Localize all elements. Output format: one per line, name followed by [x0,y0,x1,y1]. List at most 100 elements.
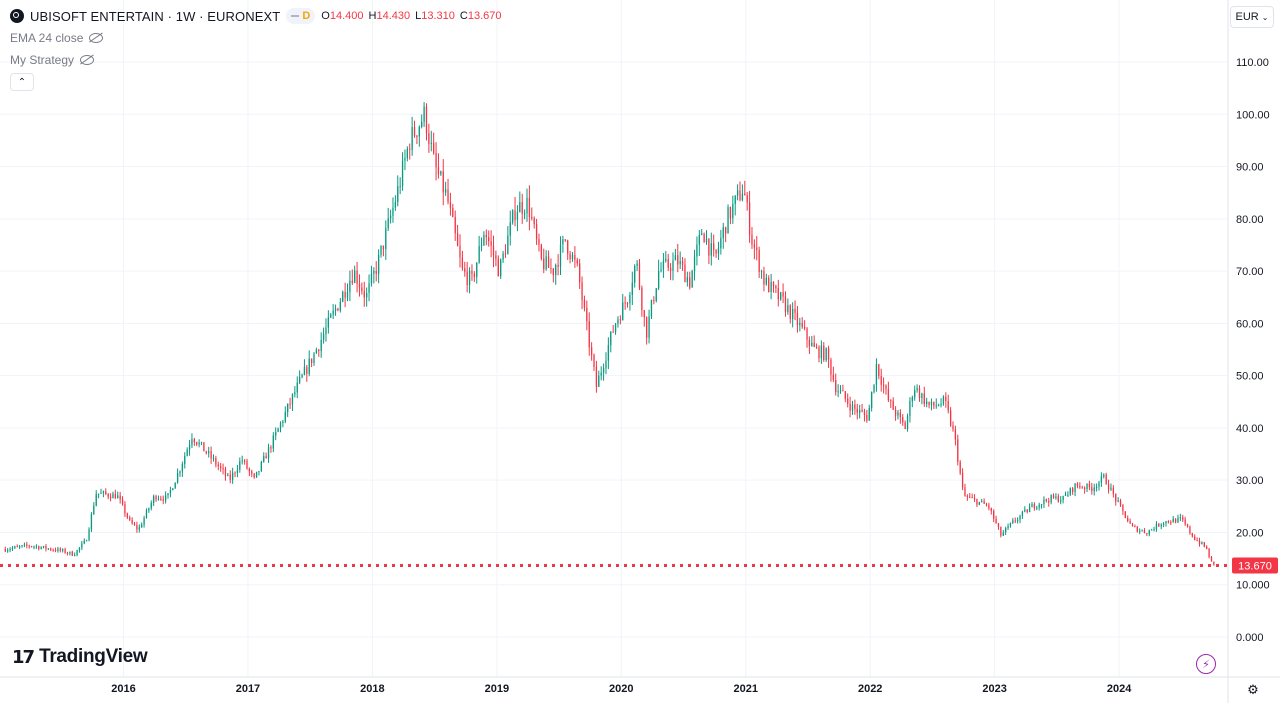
candle-body [421,121,423,127]
candle-body [1007,525,1009,528]
candle-body [394,202,397,208]
candle-body [1088,483,1091,488]
x-tick-label: 2016 [111,683,135,695]
eye-off-icon[interactable] [80,55,95,65]
tradingview-logo[interactable]: 17 TradingView [12,646,148,668]
candle-body [1165,521,1167,524]
candle-body [557,265,559,267]
candle-body [389,215,392,219]
candle-body [409,148,411,150]
candle-body [157,498,160,500]
candle-body [679,261,681,265]
ohlc-open: O14.400 [321,10,364,22]
candle-body [1052,495,1055,498]
candle-body [45,545,47,549]
candle-body [203,442,205,452]
candle-body [607,345,610,361]
indicator-ema-label[interactable]: EMA 24 close [10,31,84,45]
candle-body [763,271,765,285]
candle-body [241,460,243,462]
symbol-legend[interactable]: UBISOFT ENTERTAIN · 1W · EURONEXT D O14.… [10,8,502,24]
candle-body [914,390,916,398]
candle-body [26,544,28,546]
candle-body [741,193,744,201]
indicator-strategy-label[interactable]: My Strategy [10,53,75,67]
candle-body [62,549,64,551]
candle-body [57,548,59,551]
candle-body [176,473,179,483]
candle-body [887,389,890,401]
candle-body [284,412,286,422]
candle-body [1191,533,1193,537]
candle-body [114,493,117,499]
candle-body [526,197,528,214]
candle-body [33,546,35,548]
candle-body [303,367,306,375]
candle-body [870,391,873,408]
candle-body [713,243,715,250]
candle-body [660,269,662,271]
candle-body [528,197,531,217]
symbol-title[interactable]: UBISOFT ENTERTAIN · 1W · EURONEXT [30,8,281,24]
market-status-badge[interactable]: D [286,8,316,24]
candle-body [667,259,669,268]
candle-body [172,488,174,491]
candle-body [911,397,913,402]
candle-body [981,501,983,503]
candle-body [791,308,794,320]
candle-body [1107,484,1110,490]
candle-body [181,464,184,472]
candle-body [715,249,717,254]
candle-body [612,331,614,333]
candle-body [624,302,626,304]
candle-body [1067,494,1069,496]
candle-body [966,495,969,497]
candle-body [1086,483,1088,490]
currency-button[interactable]: EUR ⌄ [1230,6,1274,28]
candle-body [358,283,361,288]
candle-body [1129,521,1131,524]
candle-body [397,186,399,203]
candle-body [1162,523,1165,525]
candle-body [164,495,167,501]
candle-body [488,237,490,242]
candle-body [50,548,52,550]
candle-body [196,442,198,445]
last-price-tag [1232,557,1278,574]
indicator-strategy-row[interactable]: My Strategy [10,53,95,67]
candle-body [1170,522,1172,524]
candle-body [1203,542,1205,547]
candle-body [425,106,428,134]
gear-icon[interactable]: ⚙ [1247,682,1259,697]
candle-body [169,490,172,494]
eye-off-icon[interactable] [89,33,104,43]
candle-body [28,545,30,547]
candle-body [464,268,466,272]
collapse-legend-button[interactable]: ⌃ [10,73,34,91]
candle-body [236,469,239,473]
x-tick-label: 2020 [609,683,633,695]
candle-body [969,496,971,498]
candle-body [1160,524,1162,527]
candle-body [368,283,370,293]
candle-body [444,189,447,193]
candles[interactable] [4,102,1215,566]
candle-body [83,540,85,544]
candle-body [339,301,341,311]
candle-body [78,547,81,551]
candle-body [1143,530,1146,534]
candle-body [1167,521,1170,523]
candle-body [595,366,598,387]
candle-body [1127,517,1129,522]
indicator-ema-row[interactable]: EMA 24 close [10,31,104,45]
candle-body [186,449,188,457]
candle-body [81,543,83,548]
candle-body [473,273,476,277]
candle-body [1179,517,1182,519]
lightning-icon[interactable]: ⚡ [1196,654,1216,674]
candle-body [310,358,313,363]
candle-body [349,280,351,293]
